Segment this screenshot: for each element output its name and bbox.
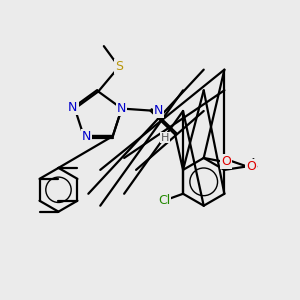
Text: Cl: Cl [158,194,170,207]
Text: O: O [221,154,231,168]
Text: S: S [115,60,123,73]
Text: H: H [161,133,169,142]
Text: N: N [82,130,91,143]
Text: O: O [246,160,256,173]
Text: N: N [117,102,126,115]
Text: N: N [154,104,163,117]
Text: N: N [68,101,77,114]
